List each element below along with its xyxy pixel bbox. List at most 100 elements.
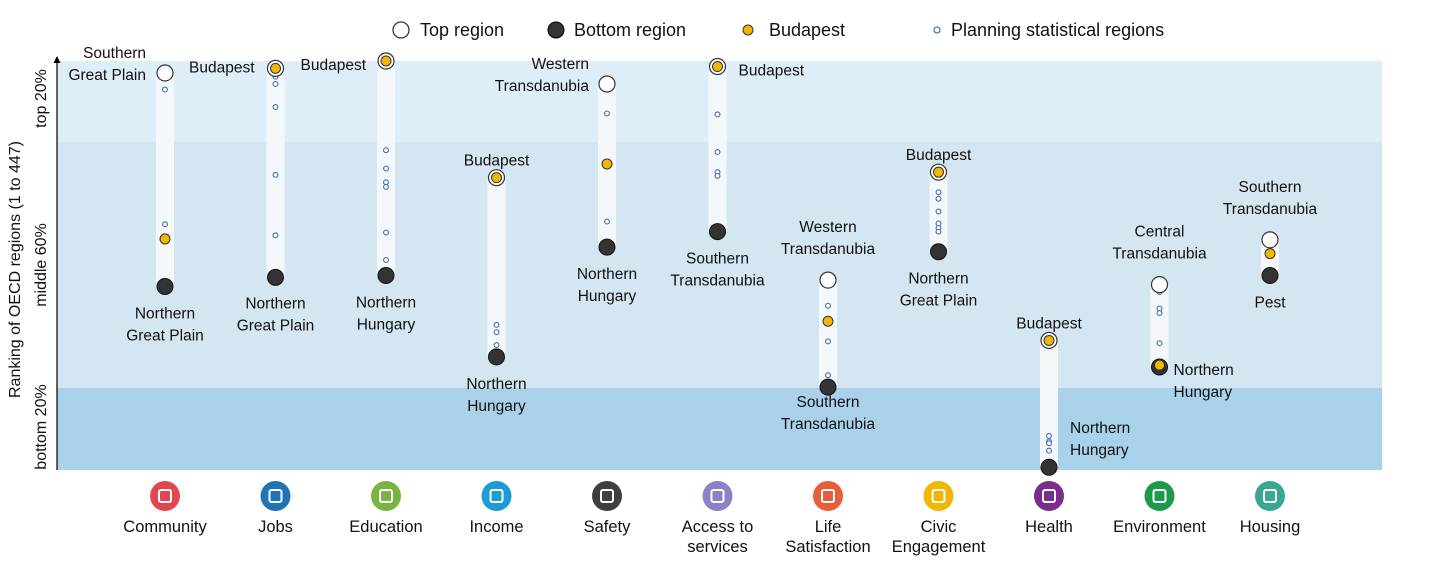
- housing-icon: [1255, 481, 1285, 511]
- legend-label-planning: Planning statistical regions: [951, 20, 1164, 40]
- budapest-point-safety: [601, 158, 613, 170]
- planning-region-point: [162, 221, 169, 228]
- environment-icon-glyph: [1152, 489, 1167, 503]
- region-labels: Southern Great Plain Northern Great Plain Bu…: [68, 45, 1317, 459]
- bottom-region-label-life-satisfaction: Southern Transdanubia: [781, 394, 876, 433]
- category-label-education: Education: [349, 518, 422, 536]
- top-region-label-community: Southern Great Plain: [68, 45, 146, 84]
- education-icon: [371, 481, 401, 511]
- planning-region-point: [935, 208, 942, 215]
- range-bar-community: [156, 72, 174, 287]
- legend-marker-budapest: [742, 24, 754, 36]
- planning-region-point: [824, 302, 831, 309]
- top-region-label-housing: Southern Transdanubia: [1223, 179, 1318, 218]
- bottom-region-point-housing: [1261, 267, 1279, 285]
- housing-icon-glyph: [1263, 489, 1277, 503]
- top-region-label-health: Budapest: [1016, 315, 1082, 332]
- bottom-region-point-civic-engagement: [930, 243, 947, 261]
- budapest-point-housing: [1264, 248, 1276, 260]
- band-label-bottom: bottom 20%: [33, 384, 50, 469]
- planning-region-point: [493, 329, 500, 336]
- bottom-region-label-housing: Pest: [1254, 295, 1286, 312]
- bottom-region-label-jobs: Northern Great Plain: [237, 295, 315, 334]
- planning-region-point: [1045, 440, 1052, 447]
- planning-region-point: [935, 228, 942, 235]
- legend-marker-planning: [933, 26, 941, 34]
- housing-icon-disc: [1255, 481, 1285, 511]
- planning-region-point: [272, 171, 279, 178]
- planning-region-point: [383, 165, 390, 172]
- access-to-services-icon-disc: [702, 481, 733, 511]
- data-marks: [156, 52, 1279, 476]
- top-region-point-environment: [1150, 276, 1169, 294]
- legend-label-budapest: Budapest: [769, 20, 845, 40]
- planning-region-point: [162, 86, 169, 93]
- top-region-label-safety: Western Transdanubia: [495, 56, 590, 95]
- health-icon: [1034, 481, 1064, 511]
- safety-icon-glyph: [600, 489, 614, 503]
- bottom-region-label-community: Northern Great Plain: [126, 305, 204, 344]
- budapest-point-life-satisfaction: [822, 315, 834, 327]
- planning-region-point: [714, 172, 721, 179]
- education-icon-glyph: [379, 489, 393, 503]
- budapest-point-jobs: [270, 62, 281, 74]
- top-region-label-income: Budapest: [464, 153, 530, 170]
- bottom-region-point-access-to-services: [709, 223, 726, 241]
- health-icon-glyph: [1042, 489, 1056, 503]
- environment-icon: [1144, 481, 1175, 511]
- planning-region-point: [1045, 447, 1052, 454]
- jobs-icon: [260, 481, 291, 511]
- community-icon-glyph: [158, 489, 172, 503]
- planning-region-point: [493, 342, 500, 349]
- planning-region-point: [383, 229, 390, 236]
- planning-region-point: [272, 232, 279, 239]
- range-bar-environment: [1150, 284, 1169, 367]
- y-axis-title: Ranking of OECD regions (1 to 447): [7, 141, 24, 398]
- planning-region-point: [824, 372, 831, 379]
- planning-region-point: [824, 338, 831, 345]
- planning-region-point: [603, 110, 610, 117]
- bottom-region-point-jobs: [267, 268, 284, 286]
- category-label-life-satisfaction: Life Satisfaction: [785, 518, 870, 556]
- planning-region-point: [383, 147, 390, 154]
- band-label-top: top 20%: [33, 69, 50, 128]
- community-icon: [150, 481, 180, 511]
- top-region-point-community: [156, 64, 174, 82]
- budapest-point-civic-engagement: [933, 166, 944, 178]
- y-axis-arrow: [53, 56, 61, 63]
- planning-region-point: [383, 256, 390, 263]
- category-axis: Community Jobs Education Income Safety Access…: [123, 481, 1300, 556]
- bottom-region-point-life-satisfaction: [819, 378, 837, 396]
- planning-region-point: [383, 183, 390, 190]
- planning-region-point: [935, 189, 942, 196]
- category-label-housing: Housing: [1240, 518, 1301, 536]
- bottom-region-point-income: [488, 348, 505, 366]
- category-label-community: Community: [123, 518, 207, 536]
- band-label-middle: middle 60%: [33, 223, 50, 307]
- legend-marker-top: [392, 21, 410, 39]
- category-label-access-to-services: Access to services: [682, 518, 754, 556]
- bottom-region-label-health: Northern Hungary: [1070, 420, 1130, 459]
- bottom-region-label-access-to-services: Southern Transdanubia: [670, 251, 765, 290]
- budapest-point-environment: [1154, 359, 1165, 371]
- bottom-region-point-safety: [598, 238, 616, 256]
- category-label-jobs: Jobs: [258, 518, 293, 536]
- range-bar-income: [487, 177, 506, 357]
- legend-label-top: Top region: [420, 20, 504, 40]
- access-to-services-icon-glyph: [710, 489, 725, 503]
- civic-engagement-icon-glyph: [931, 489, 946, 503]
- bottom-region-label-civic-engagement: Northern Great Plain: [900, 271, 978, 310]
- environment-icon-disc: [1144, 481, 1175, 511]
- top-region-label-education: Budapest: [301, 57, 367, 74]
- bottom-region-label-income: Northern Hungary: [466, 376, 526, 415]
- category-label-environment: Environment: [1113, 518, 1206, 536]
- safety-icon: [592, 481, 622, 511]
- legend-label-bottom: Bottom region: [574, 20, 686, 40]
- top-region-point-safety: [598, 75, 616, 93]
- legend: Top region Bottom region Budapest Planning …: [392, 20, 1164, 40]
- planning-region-point: [493, 321, 500, 328]
- top-region-label-life-satisfaction: Western Transdanubia: [781, 219, 876, 258]
- top-region-point-life-satisfaction: [819, 271, 837, 289]
- planning-region-point: [272, 81, 279, 88]
